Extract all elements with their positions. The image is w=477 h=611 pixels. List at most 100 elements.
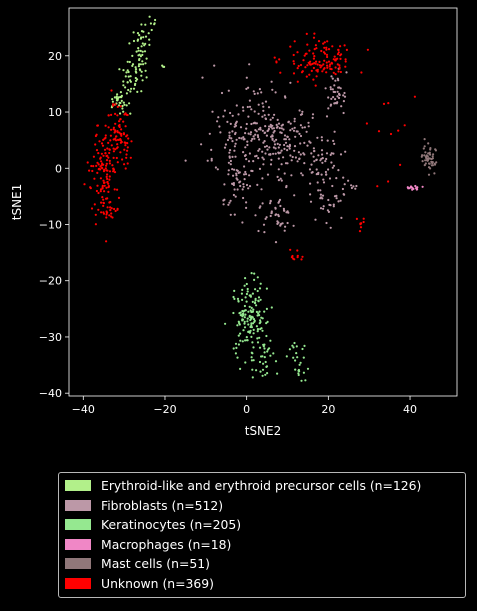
scatter-point [228,134,231,137]
scatter-point [330,161,333,164]
scatter-point [255,325,258,328]
scatter-point [228,151,231,154]
scatter-point [230,137,233,140]
scatter-point [321,153,324,156]
scatter-point [279,224,282,227]
scatter-point [231,114,234,117]
scatter-point [107,156,110,159]
scatter-point [332,164,336,167]
scatter-point [142,63,145,66]
scatter-point [229,111,232,115]
scatter-point [122,110,125,113]
scatter-point [241,221,244,224]
scatter-point [129,156,132,159]
legend-label: Unknown (n=369) [101,575,215,591]
scatter-point [247,160,251,163]
scatter-point [334,98,337,101]
scatter-point [244,296,247,299]
scatter-point [216,168,219,171]
scatter-point [336,95,339,98]
scatter-point [302,356,305,359]
scatter-point [210,148,213,151]
scatter-point [264,360,267,364]
scatter-point [293,341,296,345]
scatter-point [298,363,301,366]
scatter-point [276,175,279,178]
scatter-point [105,240,108,243]
scatter-point [274,213,277,217]
scatter-point [311,113,315,116]
scatter-point [325,46,328,49]
scatter-point [141,60,144,63]
scatter-point [250,169,253,172]
scatter-point [112,150,115,153]
scatter-point [116,146,119,149]
scatter-point [296,130,299,133]
scatter-point [276,125,279,128]
scatter-point [261,102,264,105]
scatter-point [294,135,297,138]
scatter-point [232,174,235,177]
scatter-point [260,91,263,94]
tsne-scatter-chart: −40 −20 0 20 40 20 10 0 −10 −20 −30 −40 tSNE2 tSNE… [10,7,458,438]
scatter-point [325,48,328,51]
scatter-point [126,113,129,117]
scatter-point [283,143,286,147]
legend-label: Keratinocytes (n=205) [101,517,242,533]
scatter-point [246,140,249,143]
scatter-point [137,47,140,50]
scatter-point [273,129,276,133]
scatter-point [264,373,267,376]
scatter-point [259,205,262,208]
scatter-point [327,60,331,63]
scatter-point [208,132,211,135]
scatter-point [120,134,123,137]
scatter-point [259,327,262,331]
scatter-point [222,203,225,206]
scatter-point [337,70,340,73]
scatter-point [296,356,299,359]
scatter-point [97,152,100,155]
scatter-point [237,299,240,303]
scatter-point [269,202,272,205]
scatter-point [125,104,128,107]
scatter-point [337,200,340,203]
scatter-point [244,132,247,135]
scatter-point [232,295,235,299]
scatter-point [237,343,240,346]
scatter-point [200,143,203,146]
scatter-point [331,88,334,91]
scatter-point [113,96,116,99]
scatter-point [104,134,107,137]
scatter-point [257,157,260,160]
scatter-point [283,147,286,150]
legend-item-keratinocytes: Keratinocytes (n=205) [65,515,459,535]
scatter-point [137,65,140,68]
scatter-point [131,63,135,66]
scatter-point [332,90,335,93]
scatter-point [229,213,232,216]
scatter-point [264,217,267,220]
scatter-point [303,126,306,129]
scatter-point [312,147,315,150]
scatter-point [244,173,248,176]
plot-frame [68,7,458,397]
scatter-point [320,136,323,139]
scatter-point [95,164,98,167]
scatter-point [261,115,264,118]
scatter-point [428,151,431,154]
scatter-point [292,72,296,75]
scatter-point [312,78,315,81]
scatter-point [320,149,324,152]
scatter-point [103,137,106,140]
scatter-point [97,168,100,171]
scatter-point [103,181,106,184]
scatter-point [235,172,238,175]
scatter-point [316,70,319,73]
scatter-point [336,77,339,80]
scatter-point [242,196,245,200]
scatter-point [420,155,423,158]
scatter-point [121,107,124,110]
scatter-point [322,51,326,54]
scatter-point [251,292,254,295]
